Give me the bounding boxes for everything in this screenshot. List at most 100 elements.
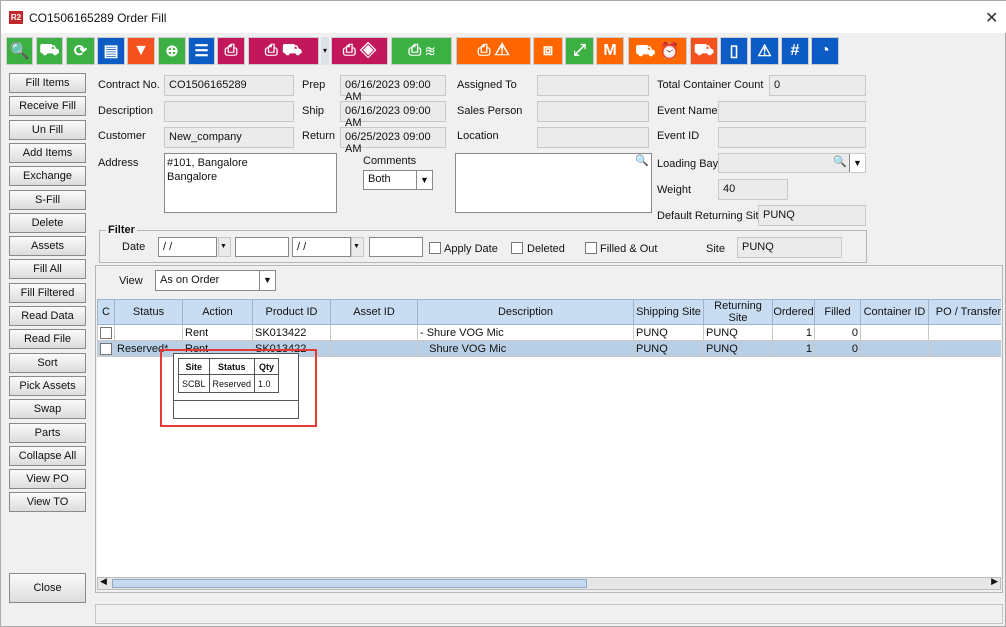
view-select[interactable]: As on Order ▼ xyxy=(155,270,276,291)
sidebar-button-s-fill[interactable]: S-Fill xyxy=(9,189,86,210)
sidebar-button-receive-fill[interactable]: Receive Fill xyxy=(9,96,86,117)
event-id-label: Event ID xyxy=(657,130,700,142)
scroll-left-icon[interactable]: ◀ xyxy=(100,576,107,586)
scrollbar-thumb[interactable] xyxy=(112,579,587,588)
truck-clock-button[interactable]: ⛟ ⏰ xyxy=(628,37,687,65)
column-header[interactable]: Shipping Site xyxy=(633,299,704,325)
sidebar-button-add-items[interactable]: Add Items xyxy=(9,142,86,163)
date-to-dropdown[interactable]: ▼ xyxy=(351,237,364,257)
horizontal-scrollbar[interactable]: ◀ ▶ xyxy=(97,576,1001,590)
row-checkbox-cell[interactable] xyxy=(97,340,115,357)
return-field[interactable]: 06/25/2023 09:00 AM xyxy=(340,127,446,155)
hash-button[interactable]: # xyxy=(781,37,809,65)
column-header[interactable]: Action xyxy=(182,299,253,325)
zoom-in-button[interactable]: ⊕ xyxy=(158,37,186,65)
default-returning-site-field[interactable]: PUNQ xyxy=(758,205,866,226)
total-container-count-label: Total Container Count xyxy=(657,79,764,91)
site-field[interactable]: PUNQ xyxy=(737,237,842,258)
sidebar-button-view-po[interactable]: View PO xyxy=(9,469,86,490)
filled-out-checkbox[interactable] xyxy=(585,242,597,254)
table-row[interactable]: Reserved* Rent SK013422 Shure VOG Mic PUNQ P… xyxy=(97,340,1001,357)
column-header[interactable]: Status xyxy=(114,299,183,325)
prep-field[interactable]: 06/16/2023 09:00 AM xyxy=(340,75,446,103)
time-from-field[interactable] xyxy=(235,237,289,257)
sidebar-button-view-to[interactable]: View TO xyxy=(9,492,86,513)
column-header[interactable]: PO / Transfer xyxy=(928,299,1001,325)
ship-field[interactable]: 06/16/2023 09:00 AM xyxy=(340,101,446,129)
date-from-field[interactable]: / / xyxy=(158,237,217,257)
column-header[interactable]: Asset ID xyxy=(330,299,418,325)
toolbar-overflow-button[interactable]: ▾ xyxy=(321,37,329,65)
total-container-count-field[interactable]: 0 xyxy=(769,75,866,96)
row-checkbox[interactable] xyxy=(100,326,112,339)
search-button[interactable]: 🔍 xyxy=(6,37,33,65)
assigned-to-field[interactable] xyxy=(537,75,649,96)
time-to-field[interactable] xyxy=(369,237,423,257)
sidebar-button-read-file[interactable]: Read File xyxy=(9,329,86,350)
column-header[interactable]: Ordered xyxy=(772,299,815,325)
sales-person-field[interactable] xyxy=(537,101,649,122)
column-header[interactable]: Product ID xyxy=(252,299,331,325)
list-icon: ☰ xyxy=(194,43,209,60)
book-button[interactable]: ▯ xyxy=(720,37,748,65)
sidebar-button-pick-assets[interactable]: Pick Assets xyxy=(9,375,86,396)
event-id-field[interactable] xyxy=(718,127,866,148)
sidebar-button-exchange[interactable]: Exchange xyxy=(9,166,86,187)
scroll-right-icon[interactable]: ▶ xyxy=(991,576,998,586)
gauge-button[interactable]: ◔ xyxy=(811,37,839,65)
sidebar-button-un-fill[interactable]: Un Fill xyxy=(9,119,86,140)
print-button[interactable]: ⎙ xyxy=(217,37,245,65)
box-m-button[interactable]: M xyxy=(596,37,624,65)
expand-button[interactable]: ⤢ xyxy=(565,37,594,65)
sidebar-button-parts[interactable]: Parts xyxy=(9,422,86,443)
comment-button[interactable]: ▤ xyxy=(97,37,125,65)
sidebar-button-sort[interactable]: Sort xyxy=(9,352,86,373)
comments-textarea[interactable]: 🔍 xyxy=(455,153,652,213)
row-checkbox[interactable] xyxy=(100,342,112,355)
sidebar-button-fill-all[interactable]: Fill All xyxy=(9,259,86,280)
list-button[interactable]: ☰ xyxy=(188,37,215,65)
sidebar-button-swap[interactable]: Swap xyxy=(9,399,86,420)
event-name-field[interactable] xyxy=(718,101,866,122)
hand-truck-button[interactable]: ⛟ xyxy=(36,37,63,65)
sidebar-button-read-data[interactable]: Read Data xyxy=(9,306,86,326)
date-from-dropdown[interactable]: ▼ xyxy=(218,237,231,257)
print-delivery-button[interactable]: ⎙ ⛟ xyxy=(248,37,319,65)
print-stack-button[interactable]: ⎙ ≋ xyxy=(391,37,452,65)
description-field[interactable] xyxy=(164,101,294,122)
column-header[interactable]: C xyxy=(97,299,115,325)
close-button[interactable]: Close xyxy=(9,573,86,603)
apply-date-checkbox[interactable] xyxy=(429,242,441,254)
search-icon[interactable]: 🔍 xyxy=(635,155,649,167)
refresh-button[interactable]: ⟳ xyxy=(66,37,95,65)
sidebar-button-delete[interactable]: Delete xyxy=(9,212,86,233)
warning-eye-button[interactable]: ⚠ xyxy=(750,37,779,65)
loading-bay-select[interactable]: 🔍 ▼ xyxy=(718,153,866,173)
row-checkbox-cell[interactable] xyxy=(97,324,115,341)
weight-field[interactable]: 40 xyxy=(718,179,788,200)
contract-no-field[interactable]: CO1506165289 xyxy=(164,75,294,96)
date-to-field[interactable]: / / xyxy=(292,237,351,257)
window-close-button[interactable]: ✕ xyxy=(985,10,999,27)
table-row[interactable]: Rent SK013422- Shure VOG Mic PUNQ PUNQ 1 0 xyxy=(97,324,1001,341)
filter-button[interactable]: ▼ xyxy=(127,37,155,65)
address-field[interactable]: #101, Bangalore Bangalore xyxy=(164,153,337,213)
chevron-down-icon[interactable]: ▼ xyxy=(849,154,865,172)
column-header[interactable]: Container ID xyxy=(860,299,929,325)
sidebar-button-fill-filtered[interactable]: Fill Filtered xyxy=(9,282,86,303)
search-icon[interactable]: 🔍 xyxy=(833,156,847,168)
print-warning-button[interactable]: ⎙ ⚠ xyxy=(456,37,531,65)
column-header[interactable]: Description xyxy=(417,299,634,325)
open-box-button[interactable]: ⧈ xyxy=(533,37,563,65)
sidebar-button-assets[interactable]: Assets xyxy=(9,236,86,257)
sidebar-button-collapse-all[interactable]: Collapse All xyxy=(9,445,86,466)
customer-field[interactable]: New_company xyxy=(164,127,294,148)
truck-button[interactable]: ⛟ xyxy=(690,37,718,65)
column-header[interactable]: Filled xyxy=(814,299,861,325)
comments-select[interactable]: Both ▼ xyxy=(363,170,433,190)
column-header[interactable]: Returning Site xyxy=(703,299,773,325)
deleted-checkbox[interactable] xyxy=(511,242,523,254)
print-paint-button[interactable]: ⎙ ◈ xyxy=(331,37,388,65)
location-field[interactable] xyxy=(537,127,649,148)
sidebar-button-fill-items[interactable]: Fill Items xyxy=(9,73,86,93)
